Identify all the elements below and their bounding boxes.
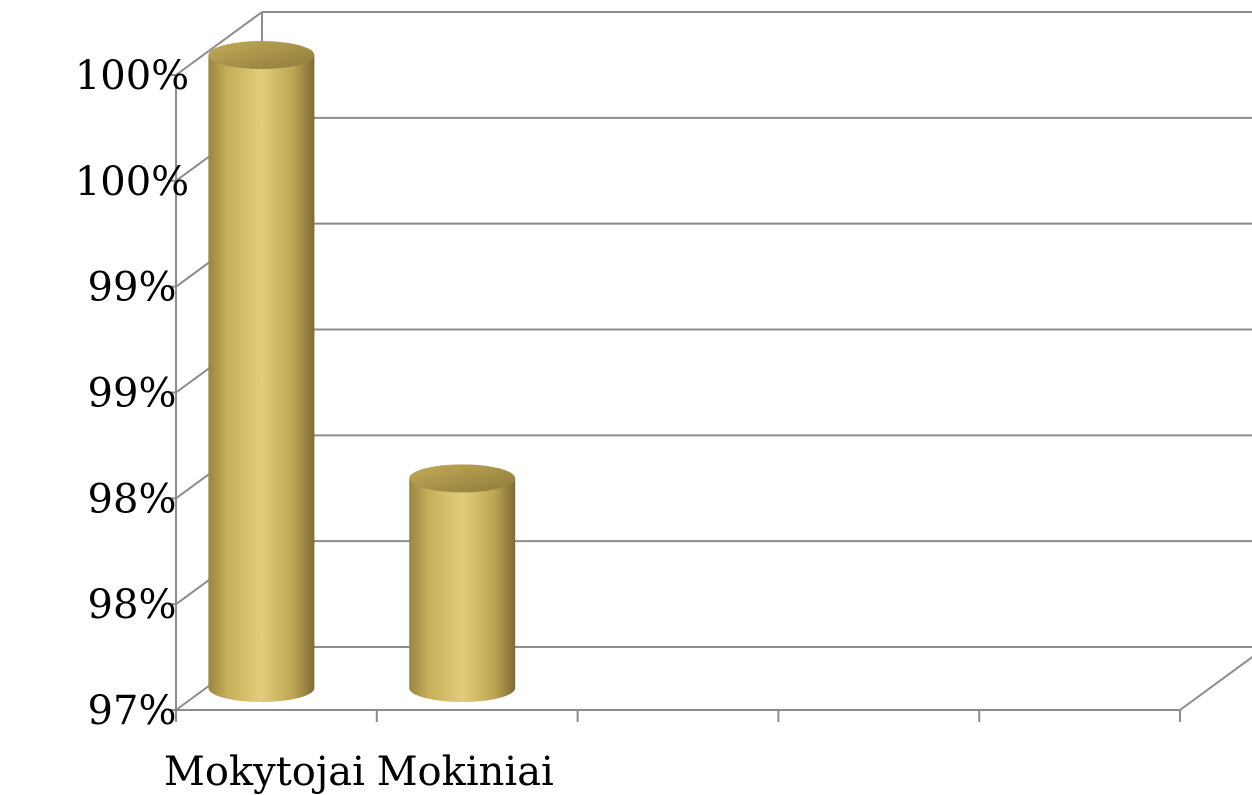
x-tick-label: Mokytojai xyxy=(164,749,365,795)
y-tick-label: 100% xyxy=(75,53,189,99)
y-tick-label: 100% xyxy=(75,159,189,205)
label-layer: 97% 98% 98% 99% 99% 100% 100% Mokytojai Mokiniai xyxy=(75,53,554,795)
floor-right-edge xyxy=(1179,656,1252,711)
bar-cap xyxy=(208,41,315,69)
y-tick-label: 98% xyxy=(88,582,177,628)
gridline-side xyxy=(175,11,263,76)
y-tick-label: 98% xyxy=(88,476,177,522)
y-tick-label: 99% xyxy=(88,371,177,417)
bar-Mokytojai xyxy=(208,41,315,703)
bar-body xyxy=(409,478,516,702)
y-tick-label: 99% xyxy=(88,265,177,311)
grid-layer xyxy=(168,11,1252,722)
bar-body xyxy=(208,55,315,703)
bar-layer xyxy=(208,41,516,703)
bar-Mokiniai xyxy=(409,464,516,702)
bar-cap xyxy=(409,464,516,493)
x-tick-label: Mokiniai xyxy=(377,749,554,795)
y-tick-label: 97% xyxy=(88,688,177,734)
